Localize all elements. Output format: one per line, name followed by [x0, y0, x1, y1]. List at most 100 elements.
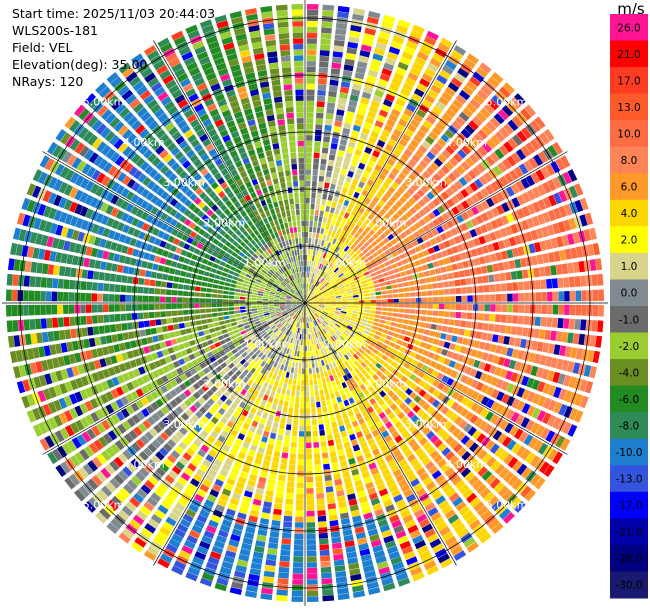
- range-gate: [306, 545, 317, 551]
- range-gate: [306, 106, 314, 113]
- range-gate: [313, 279, 317, 286]
- range-gate: [333, 333, 339, 339]
- range-gate: [327, 255, 332, 261]
- range-gate: [294, 539, 304, 545]
- range-gate: [473, 501, 485, 512]
- range-gate: [336, 301, 342, 303]
- range-gate: [389, 341, 396, 348]
- range-gate: [375, 407, 383, 415]
- range-gate: [521, 127, 532, 139]
- range-gate: [492, 430, 503, 441]
- range-gate: [387, 299, 394, 303]
- range-gate: [318, 296, 324, 299]
- range-gate: [451, 195, 460, 205]
- range-gate: [373, 283, 380, 288]
- range-gate: [343, 232, 350, 239]
- range-gate: [449, 255, 456, 263]
- range-gate: [450, 227, 458, 236]
- range-gate: [478, 420, 488, 431]
- range-gate: [351, 253, 358, 259]
- range-gate: [468, 475, 479, 486]
- range-gate: [307, 303, 314, 306]
- range-gate: [362, 248, 369, 255]
- range-gate: [490, 304, 496, 312]
- range-gate: [7, 258, 15, 271]
- range-gate: [470, 194, 480, 204]
- range-gate: [239, 303, 246, 306]
- range-gate: [386, 335, 393, 341]
- range-gate: [171, 296, 177, 303]
- range-gate: [574, 319, 581, 330]
- range-gate: [205, 293, 212, 298]
- range-gate: [396, 372, 404, 380]
- range-gate: [520, 338, 527, 349]
- range-gate: [115, 323, 122, 332]
- range-gate: [386, 398, 394, 407]
- range-gate: [362, 315, 369, 320]
- range-gate: [478, 235, 486, 245]
- range-gate: [235, 288, 241, 293]
- range-gate: [464, 185, 474, 195]
- range-gate: [456, 262, 464, 270]
- range-gate: [392, 35, 405, 45]
- range-gate: [403, 488, 414, 498]
- range-gate: [343, 252, 349, 259]
- range-gate: [320, 561, 331, 568]
- range-gate: [396, 248, 404, 255]
- range-gate: [449, 343, 456, 351]
- range-gate: [296, 350, 300, 357]
- range-gate: [320, 555, 331, 562]
- range-gate: [317, 515, 327, 522]
- range-gate: [335, 261, 341, 267]
- range-gate: [487, 99, 499, 111]
- range-gate: [408, 401, 417, 409]
- range-gate: [316, 401, 321, 408]
- range-gate: [412, 254, 419, 261]
- range-gate: [317, 293, 323, 297]
- range-gate: [266, 401, 272, 409]
- range-gate: [319, 429, 325, 436]
- range-gate: [291, 596, 303, 602]
- range-gate: [552, 176, 562, 189]
- range-gate: [433, 79, 445, 90]
- range-gate: [393, 356, 401, 363]
- range-gate: [467, 426, 477, 437]
- range-gate: [174, 269, 181, 276]
- range-gate: [397, 61, 409, 71]
- range-gate: [330, 329, 335, 335]
- range-gate: [422, 170, 431, 180]
- range-gate: [485, 121, 497, 132]
- range-gate: [142, 295, 149, 302]
- range-gate: [408, 320, 415, 326]
- range-gate: [404, 468, 414, 478]
- range-gate: [295, 516, 304, 523]
- range-gate: [401, 258, 409, 265]
- range-gate: [547, 194, 557, 207]
- range-gate: [513, 428, 524, 440]
- range-gate: [530, 229, 539, 241]
- range-gate: [478, 285, 484, 293]
- range-gate: [360, 361, 367, 368]
- range-gate: [292, 573, 304, 580]
- range-gate: [363, 122, 373, 130]
- range-gate: [355, 249, 362, 255]
- range-gate: [412, 345, 419, 352]
- range-gate: [291, 384, 296, 391]
- range-gate: [211, 308, 218, 313]
- range-gate: [435, 413, 444, 422]
- range-gate: [125, 294, 132, 302]
- range-gate: [280, 458, 288, 465]
- range-gate: [421, 73, 433, 83]
- range-gate: [494, 366, 503, 377]
- range-gate: [305, 431, 312, 437]
- range-gate: [408, 158, 417, 168]
- range-gate: [126, 276, 134, 284]
- range-gate: [262, 301, 268, 303]
- range-gate: [438, 289, 445, 296]
- range-gate: [305, 334, 307, 340]
- range-gate: [498, 144, 509, 156]
- range-gate: [330, 281, 336, 286]
- range-gate: [322, 10, 334, 17]
- range-gate: [325, 333, 330, 339]
- range-gate: [378, 411, 387, 420]
